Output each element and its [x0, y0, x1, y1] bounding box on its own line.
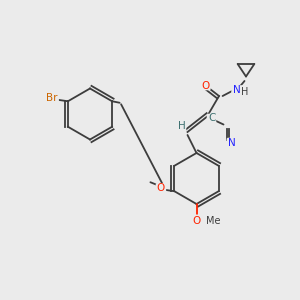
FancyBboxPatch shape: [44, 92, 59, 104]
Text: H: H: [178, 121, 185, 131]
Text: C: C: [208, 113, 216, 123]
FancyBboxPatch shape: [184, 215, 208, 226]
Text: N: N: [228, 138, 236, 148]
Text: H: H: [242, 87, 249, 98]
Text: O: O: [192, 215, 201, 226]
FancyBboxPatch shape: [156, 183, 166, 194]
FancyBboxPatch shape: [177, 123, 186, 132]
Text: Me: Me: [206, 215, 221, 226]
FancyBboxPatch shape: [207, 114, 216, 123]
Text: N: N: [233, 85, 241, 95]
Text: O: O: [201, 80, 210, 91]
Text: O: O: [157, 183, 165, 193]
FancyBboxPatch shape: [231, 85, 246, 95]
FancyBboxPatch shape: [227, 138, 237, 147]
FancyBboxPatch shape: [200, 81, 211, 90]
Text: Br: Br: [46, 93, 57, 103]
